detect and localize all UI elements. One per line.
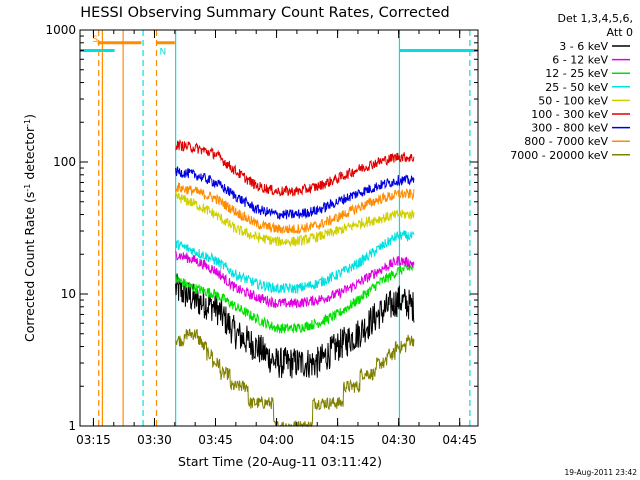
y-tick-label-1: 10: [61, 287, 76, 301]
series-line-6: [175, 166, 415, 220]
legend-label-1: 6 - 12 keV: [552, 54, 608, 67]
series-line-5: [175, 138, 415, 197]
x-axis-label: Start Time (20-Aug-11 03:11:42): [178, 454, 382, 469]
y-tick-label-3: 1000: [45, 23, 76, 37]
legend-label-3: 25 - 50 keV: [545, 81, 608, 94]
x-tick-label-6: 04:45: [442, 433, 477, 447]
legend-label-6: 300 - 800 keV: [531, 122, 608, 135]
legend-label-7: 800 - 7000 keV: [524, 135, 608, 148]
series-line-1: [175, 250, 415, 309]
marker-label-S: S: [92, 35, 98, 45]
plot-timestamp: 19-Aug-2011 23:42: [564, 468, 637, 477]
legend-label-8: 7000 - 20000 keV: [510, 149, 608, 162]
legend-label-2: 12 - 25 keV: [545, 67, 608, 80]
y-axis-label: Corrected Count Rate (s-1 detector-1): [22, 114, 37, 342]
legend-label-5: 100 - 300 keV: [531, 108, 608, 121]
series-line-0: [175, 273, 415, 379]
x-tick-label-5: 04:30: [381, 433, 416, 447]
series-line-4: [175, 191, 415, 247]
x-tick-label-2: 03:45: [198, 433, 233, 447]
legend-header-att: Att 0: [607, 26, 633, 39]
series-line-7: [175, 182, 415, 234]
marker-label-N: N: [160, 47, 167, 57]
legend-header-det: Det 1,3,4,5,6,: [557, 12, 633, 25]
chart-title: HESSI Observing Summary Count Rates, Cor…: [80, 5, 449, 21]
y-tick-label-2: 100: [53, 155, 76, 169]
x-tick-label-4: 04:15: [320, 433, 355, 447]
series-line-3: [175, 230, 415, 295]
plot-frame: [79, 29, 479, 427]
x-tick-label-1: 03:30: [137, 433, 172, 447]
legend-label-0: 3 - 6 keV: [559, 40, 608, 53]
x-tick-label-0: 03:15: [76, 433, 111, 447]
series-line-8: [175, 328, 415, 428]
y-tick-label-0: 1: [68, 419, 76, 433]
series-line-2: [175, 261, 415, 334]
legend-label-4: 50 - 100 keV: [538, 94, 608, 107]
x-tick-label-3: 04:00: [259, 433, 294, 447]
